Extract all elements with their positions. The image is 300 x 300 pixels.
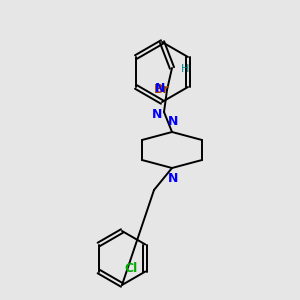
Text: N: N [152, 107, 162, 121]
Text: N: N [155, 82, 165, 95]
Text: Cl: Cl [124, 262, 137, 275]
Text: H: H [181, 64, 189, 74]
Text: Br: Br [154, 83, 170, 96]
Text: N: N [168, 172, 178, 185]
Text: N: N [168, 115, 178, 128]
